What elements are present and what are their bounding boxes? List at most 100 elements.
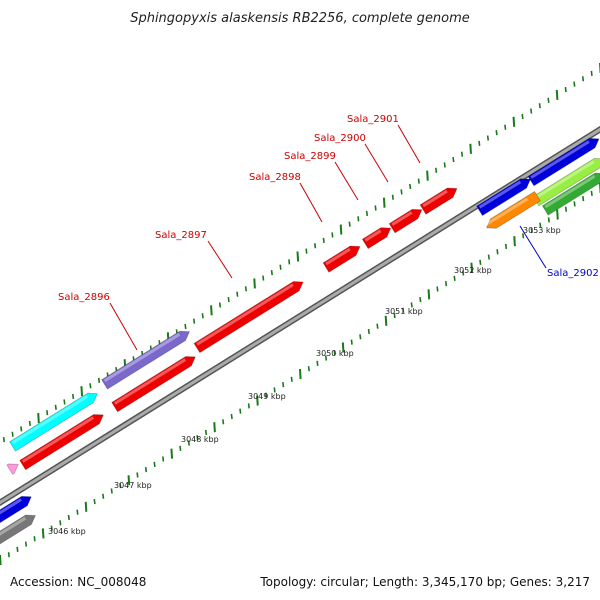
tick-mark <box>46 410 49 416</box>
tick-mark <box>179 445 182 451</box>
tick-mark <box>357 216 360 222</box>
tick-mark <box>393 312 396 319</box>
tick-mark <box>313 243 317 249</box>
tick-mark <box>262 275 265 281</box>
feature-light-green <box>532 158 600 207</box>
tick-mark <box>187 440 190 446</box>
tick-mark <box>256 395 259 406</box>
tick-mark <box>417 178 420 184</box>
tick-mark <box>7 552 10 558</box>
gene-label-sala-2901[interactable]: Sala_2901 <box>347 114 399 125</box>
gene-sala-2896-feature <box>19 414 104 471</box>
tick-mark <box>573 81 576 87</box>
tick-mark <box>97 377 101 383</box>
gene-sala-2897b-feature <box>193 281 304 354</box>
tick-mark <box>350 339 353 345</box>
tick-mark <box>33 536 36 542</box>
gene-label-sala-2900[interactable]: Sala_2900 <box>314 133 366 144</box>
tick-mark <box>426 170 429 181</box>
leader-line <box>364 143 389 183</box>
tick-mark <box>288 259 291 265</box>
tick-mark <box>201 313 204 319</box>
leader-line <box>519 225 547 269</box>
feature-blue-2 <box>527 138 600 187</box>
tick-mark <box>324 355 328 361</box>
gene-label-sala-2897[interactable]: Sala_2897 <box>155 230 207 241</box>
kbp-label: 3046 kbp <box>48 527 86 536</box>
gene-sala-2897-feature <box>111 356 196 413</box>
tick-mark <box>530 108 533 114</box>
tick-mark <box>564 86 567 93</box>
accession-label: Accession: NC_008048 <box>10 575 146 589</box>
tick-mark <box>305 248 308 254</box>
tick-mark <box>590 70 593 76</box>
tick-mark <box>136 472 139 478</box>
tick-mark <box>521 113 524 120</box>
gene-label-sala-2898[interactable]: Sala_2898 <box>249 172 301 183</box>
tick-mark <box>365 210 369 217</box>
tick-mark <box>410 302 413 308</box>
tick-mark <box>504 243 508 250</box>
gene-label-sala-2896[interactable]: Sala_2896 <box>58 292 110 303</box>
tick-mark <box>24 541 28 547</box>
tick-mark <box>341 342 345 353</box>
tick-mark <box>453 275 456 281</box>
tick-mark <box>37 413 40 424</box>
tick-mark <box>20 426 23 432</box>
tick-mark <box>192 318 196 324</box>
tick-mark <box>530 227 533 234</box>
tick-mark <box>348 221 351 227</box>
tick-mark <box>153 461 156 467</box>
tick-mark <box>339 224 343 235</box>
tick-mark <box>436 286 439 292</box>
tick-mark <box>469 143 472 154</box>
leader-line <box>397 124 421 164</box>
tick-mark <box>460 151 464 157</box>
tick-mark <box>582 196 585 202</box>
tick-mark <box>359 334 362 340</box>
tick-mark <box>299 368 302 380</box>
kbp-label: 3050 kbp <box>316 349 354 358</box>
feature-blue-1 <box>476 178 532 217</box>
tick-mark <box>374 205 377 211</box>
tick-mark <box>316 360 319 366</box>
leader-line <box>299 182 323 223</box>
tick-mark <box>555 89 559 100</box>
tick-mark <box>547 97 550 103</box>
tick-mark <box>127 475 131 486</box>
feature-blue-3 <box>0 495 32 529</box>
tick-mark <box>512 116 516 127</box>
leader-line <box>207 240 233 279</box>
feature-purple <box>101 330 191 390</box>
gene-sala-2899-feature <box>361 227 392 250</box>
tick-mark <box>367 328 370 335</box>
tick-mark <box>470 262 474 273</box>
gene-sala-2901-feature <box>419 187 458 215</box>
tick-mark <box>290 376 293 382</box>
tick-mark <box>264 392 268 398</box>
tick-mark <box>391 194 394 200</box>
kbp-label: 3053 kbp <box>523 226 561 235</box>
tick-mark <box>487 254 490 260</box>
tick-mark <box>204 429 208 436</box>
tick-mark <box>581 76 585 82</box>
tick-mark <box>170 448 174 459</box>
tick-mark <box>54 404 57 410</box>
tick-mark <box>222 419 225 425</box>
label-leader-lines <box>109 124 547 351</box>
gene-label-sala-2899[interactable]: Sala_2899 <box>284 151 336 162</box>
tick-mark <box>63 399 66 405</box>
inner-tick-marks <box>0 183 600 566</box>
tick-mark <box>434 167 438 173</box>
tick-mark <box>28 420 31 427</box>
tick-mark <box>218 302 222 308</box>
gene-sala-2900-feature <box>388 208 423 234</box>
leader-line <box>334 161 359 201</box>
tick-mark <box>513 236 516 247</box>
tick-mark <box>322 237 325 243</box>
tick-mark <box>2 437 6 443</box>
tick-mark <box>244 286 248 292</box>
tick-mark <box>462 270 465 276</box>
gene-label-sala-2902[interactable]: Sala_2902 <box>547 268 599 279</box>
